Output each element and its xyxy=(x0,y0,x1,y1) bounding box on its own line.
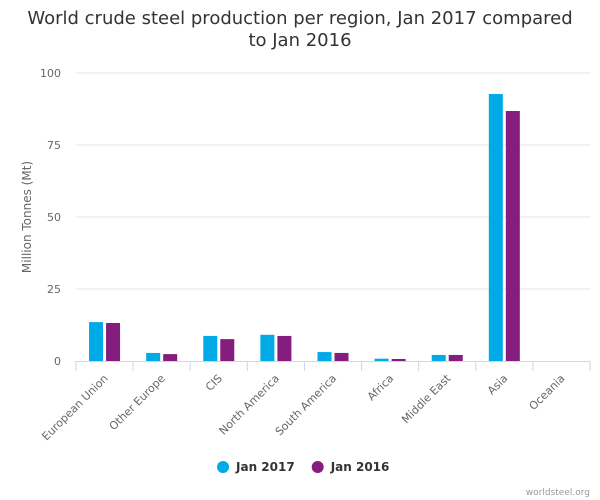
bar-jan-2016[interactable] xyxy=(391,358,406,361)
legend-marker-icon xyxy=(311,461,324,473)
legend-label: Jan 2016 xyxy=(330,460,390,474)
bar-jan-2016[interactable] xyxy=(220,339,235,361)
bar-jan-2017[interactable] xyxy=(203,335,218,361)
bar-jan-2017[interactable] xyxy=(146,352,161,361)
legend-label: Jan 2017 xyxy=(235,460,295,474)
bar-jan-2016[interactable] xyxy=(505,111,520,362)
x-tick-label: European Union xyxy=(39,372,110,443)
legend-item[interactable]: Jan 2016 xyxy=(311,460,390,474)
bar-jan-2017[interactable] xyxy=(488,94,503,362)
x-tick-label: Africa xyxy=(365,372,396,403)
x-tick-label: South America xyxy=(273,372,339,438)
legend-marker-icon xyxy=(217,461,229,473)
chart-title-line-1: World crude steel production per region,… xyxy=(27,8,572,29)
legend-item[interactable]: Jan 2017 xyxy=(217,460,295,474)
y-axis-label: Million Tonnes (Mt) xyxy=(20,161,34,273)
bar-jan-2017[interactable] xyxy=(317,352,332,361)
bar-jan-2016[interactable] xyxy=(163,354,178,361)
bar-jan-2016[interactable] xyxy=(106,322,121,361)
y-tick-label: 25 xyxy=(47,283,61,296)
bar-jan-2017[interactable] xyxy=(431,354,446,361)
y-tick-label: 0 xyxy=(54,355,61,368)
x-tick-label: Oceania xyxy=(527,372,568,413)
bar-jan-2016[interactable] xyxy=(334,352,349,361)
x-tick-label: Asia xyxy=(485,372,511,398)
chart-title-line-2: to Jan 2016 xyxy=(248,30,351,51)
bar-jan-2017[interactable] xyxy=(260,334,275,361)
bar-jan-2017[interactable] xyxy=(89,322,104,361)
x-tick-label: CIS xyxy=(203,372,225,394)
credit-link[interactable]: worldsteel.org xyxy=(526,488,590,498)
bar-jan-2016[interactable] xyxy=(448,354,463,361)
bar-jan-2016[interactable] xyxy=(277,335,292,361)
x-tick-label: North America xyxy=(217,372,283,438)
y-tick-label: 75 xyxy=(47,139,61,152)
bar-jan-2017[interactable] xyxy=(374,358,389,361)
y-tick-label: 50 xyxy=(47,211,61,224)
y-tick-label: 100 xyxy=(40,67,61,80)
x-tick-label: Middle East xyxy=(399,371,454,426)
x-tick-label: Other Europe xyxy=(107,372,168,433)
